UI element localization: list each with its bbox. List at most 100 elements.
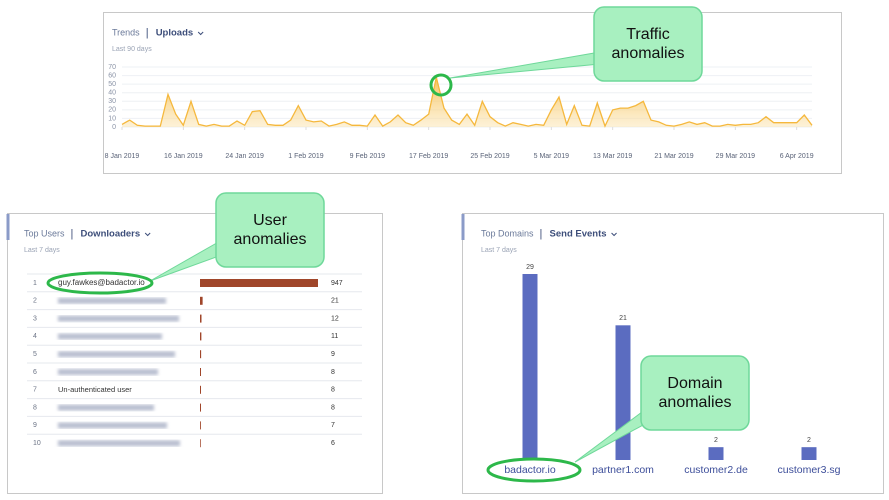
separator: | — [146, 27, 149, 39]
panel-title: Send Events — [550, 229, 607, 240]
y-tick-label: 0 — [112, 124, 116, 131]
value-label: 8 — [331, 369, 335, 376]
rank: 10 — [33, 440, 41, 447]
highlight — [486, 457, 582, 483]
bar — [200, 296, 203, 305]
bar — [200, 439, 201, 448]
value-label: 7 — [331, 422, 335, 429]
bar — [200, 350, 202, 359]
y-tick-label: 30 — [108, 98, 116, 105]
user-name: guy.fawkes@badactor.io — [58, 278, 145, 287]
bar — [615, 325, 631, 460]
x-tick-label: 1 Feb 2019 — [288, 153, 324, 160]
bar — [200, 403, 201, 412]
y-tick-label: 40 — [108, 90, 116, 97]
rank: 3 — [33, 315, 37, 322]
bar — [200, 314, 202, 323]
panel-title: Downloaders — [81, 229, 141, 240]
separator: | — [540, 228, 543, 240]
blurred-name — [58, 297, 166, 304]
blurred-name — [58, 351, 175, 358]
line — [121, 77, 813, 128]
bar — [200, 368, 201, 376]
value-label: 9 — [331, 351, 335, 358]
bar — [522, 274, 538, 460]
x-tick-label: 6 Apr 2019 — [780, 153, 814, 160]
blurred-name — [58, 422, 167, 429]
rank: 2 — [33, 298, 37, 305]
user-name: Un-authenticated user — [58, 385, 132, 394]
y-tick-label: 60 — [108, 72, 116, 79]
x-tick-label: 9 Feb 2019 — [350, 153, 386, 160]
value-label: 12 — [331, 315, 339, 322]
x-tick-label: 21 Mar 2019 — [654, 153, 693, 160]
rank: 4 — [33, 333, 37, 340]
y-tick-label: 70 — [108, 64, 116, 71]
x-tick-label: partner1.com — [592, 464, 654, 476]
section-label: Trends — [112, 27, 140, 37]
rank: 6 — [33, 369, 37, 376]
bar — [200, 279, 318, 287]
value-label: 947 — [331, 280, 343, 287]
section-label: Top Users — [24, 228, 65, 238]
rank: 8 — [33, 404, 37, 411]
x-tick-label: 25 Feb 2019 — [470, 153, 509, 160]
x-tick-label: badactor.io — [504, 464, 556, 476]
value-label: 11 — [331, 333, 338, 340]
bar — [708, 447, 724, 460]
separator: | — [71, 228, 74, 240]
rank: 9 — [33, 422, 37, 429]
highlight — [429, 73, 453, 97]
x-tick-label: customer2.de — [684, 464, 748, 476]
callout-box — [593, 6, 703, 82]
value-label: 6 — [331, 440, 335, 447]
blurred-name — [58, 440, 180, 447]
bar — [200, 421, 201, 430]
callout-box — [640, 355, 750, 431]
x-tick-label: 13 Mar 2019 — [593, 153, 632, 160]
dropdown-caret — [197, 31, 204, 36]
rank: 1 — [33, 280, 37, 287]
dropdown-caret — [611, 232, 617, 237]
x-tick-label: 24 Jan 2019 — [225, 153, 264, 160]
x-tick-label: customer3.sg — [777, 464, 840, 476]
bar — [200, 332, 202, 341]
x-tick-label: 16 Jan 2019 — [164, 153, 203, 160]
y-tick-label: 50 — [108, 81, 116, 88]
value-label: 21 — [619, 315, 627, 322]
subtitle: Last 7 days — [481, 247, 517, 254]
rank: 7 — [33, 387, 37, 394]
callout-box — [215, 192, 325, 268]
callout: User anomalies — [233, 212, 307, 248]
value-label: 29 — [526, 264, 534, 271]
bar — [200, 385, 201, 394]
panel-title: Uploads — [156, 28, 193, 39]
area — [122, 77, 812, 127]
x-tick-label: 5 Mar 2019 — [534, 153, 570, 160]
dropdown-caret — [144, 232, 151, 237]
value-label: 21 — [331, 298, 339, 305]
blurred-name — [58, 404, 154, 411]
x-tick-label: 29 Mar 2019 — [716, 153, 755, 160]
value-label: 8 — [331, 387, 335, 394]
blurred-name — [58, 333, 162, 340]
value-label: 8 — [331, 404, 335, 411]
value-label: 2 — [807, 437, 811, 444]
y-tick-label: 10 — [108, 115, 116, 122]
bar — [801, 447, 817, 460]
callout: Traffic anomalies — [611, 26, 685, 62]
blurred-name — [58, 315, 179, 322]
x-tick-label: 8 Jan 2019 — [105, 153, 140, 160]
highlight — [46, 271, 154, 295]
subtitle: Last 7 days — [24, 247, 60, 254]
y-tick-label: 20 — [108, 107, 116, 114]
rank: 5 — [33, 351, 37, 358]
blurred-name — [58, 369, 158, 375]
x-tick-label: 17 Feb 2019 — [409, 153, 448, 160]
callout: Domain anomalies — [658, 375, 732, 411]
subtitle: Last 90 days — [112, 46, 152, 53]
section-label: Top Domains — [481, 228, 534, 238]
value-label: 2 — [714, 437, 718, 444]
